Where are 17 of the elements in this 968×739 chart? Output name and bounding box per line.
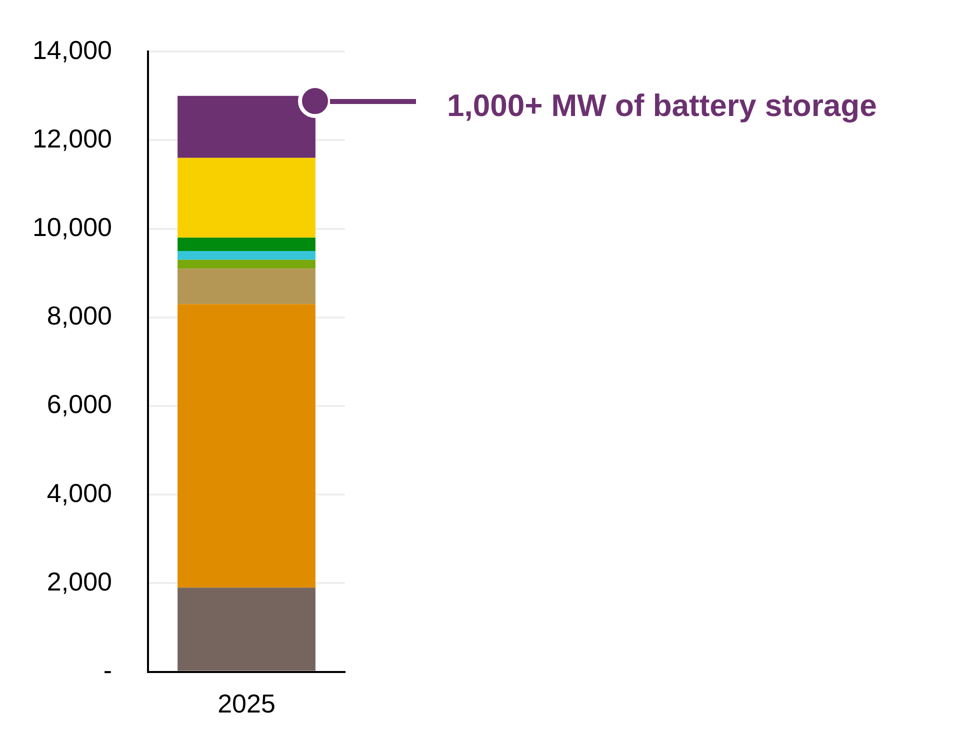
bar	[178, 158, 316, 238]
y-tick-label: 14,000	[32, 34, 112, 65]
y-tick-label: 12,000	[32, 123, 112, 154]
y-tick-label: 10,000	[32, 212, 112, 242]
bar	[178, 304, 316, 588]
x-tick-label: 2025	[218, 688, 276, 719]
bar	[178, 588, 316, 671]
y-tick-label: 8,000	[46, 300, 112, 331]
bar	[178, 250, 316, 260]
text: 1,000+ MW of battery storage	[447, 88, 877, 124]
bar	[178, 260, 316, 269]
y-tick-label: 4,000	[46, 478, 112, 508]
y-tick-label: -	[103, 654, 112, 685]
bar	[178, 268, 316, 304]
y-tick-label: 2,000	[46, 566, 112, 596]
bar	[178, 238, 316, 251]
y-tick-label: 6,000	[46, 389, 112, 420]
